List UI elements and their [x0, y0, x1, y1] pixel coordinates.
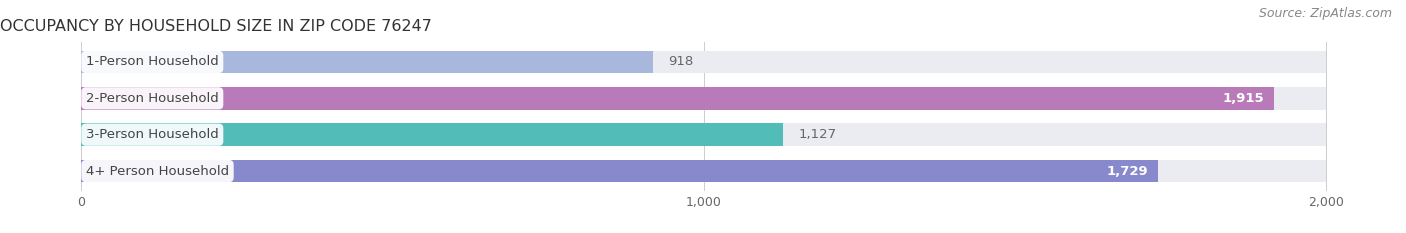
Text: 1,915: 1,915 — [1223, 92, 1264, 105]
Text: 4+ Person Household: 4+ Person Household — [86, 164, 229, 178]
Text: 2-Person Household: 2-Person Household — [86, 92, 219, 105]
Text: Source: ZipAtlas.com: Source: ZipAtlas.com — [1258, 7, 1392, 20]
Bar — [82, 51, 652, 73]
Bar — [82, 123, 1326, 146]
Text: 1,729: 1,729 — [1107, 164, 1149, 178]
Text: OCCUPANCY BY HOUSEHOLD SIZE IN ZIP CODE 76247: OCCUPANCY BY HOUSEHOLD SIZE IN ZIP CODE … — [0, 19, 432, 34]
Bar — [82, 123, 783, 146]
Bar — [82, 87, 1326, 110]
Text: 918: 918 — [668, 55, 693, 69]
Text: 1-Person Household: 1-Person Household — [86, 55, 219, 69]
Bar — [82, 160, 1157, 182]
Text: 1,127: 1,127 — [799, 128, 837, 141]
Bar — [82, 51, 1326, 73]
Bar — [82, 160, 1326, 182]
Text: 3-Person Household: 3-Person Household — [86, 128, 219, 141]
Bar — [82, 87, 1274, 110]
